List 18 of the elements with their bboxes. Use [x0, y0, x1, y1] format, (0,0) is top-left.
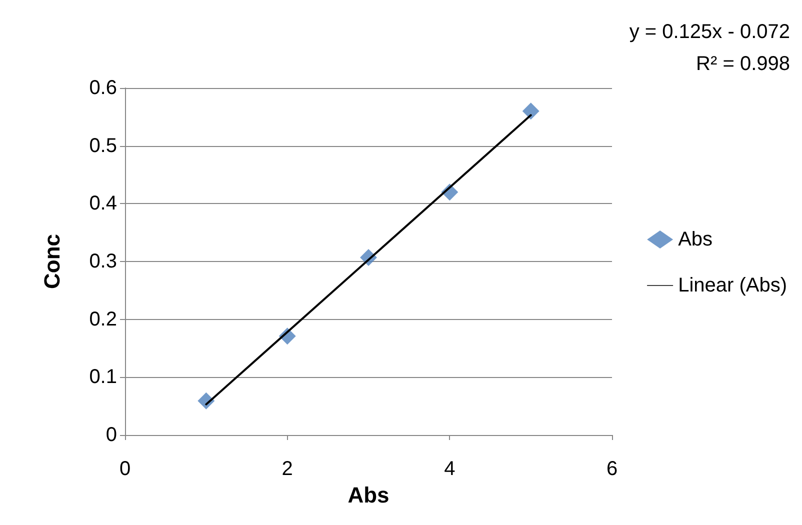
- y-tick-label: 0.3: [89, 250, 117, 272]
- y-tick-label: 0: [106, 424, 117, 446]
- x-tick-label: 6: [606, 458, 618, 480]
- y-tick-label: 0.6: [89, 77, 117, 99]
- y-axis-title: Conc: [40, 234, 64, 289]
- y-tick-label: 0.4: [89, 192, 117, 215]
- y-tick-label: 0.2: [89, 308, 117, 330]
- x-tick-label: 4: [444, 458, 456, 480]
- x-tick-label: 2: [282, 458, 293, 480]
- x-axis-title: Abs: [348, 482, 390, 508]
- y-tick-label: 0.5: [89, 134, 117, 157]
- text: R² = 0.998: [696, 53, 790, 75]
- text: y = 0.125x - 0.072: [629, 21, 790, 43]
- legend-label: Abs: [678, 228, 713, 250]
- legend-label: Linear (Abs): [678, 274, 787, 296]
- point: [522, 102, 540, 120]
- x-tick-label: 0: [119, 458, 131, 480]
- y-tick-label: 0.1: [89, 366, 117, 388]
